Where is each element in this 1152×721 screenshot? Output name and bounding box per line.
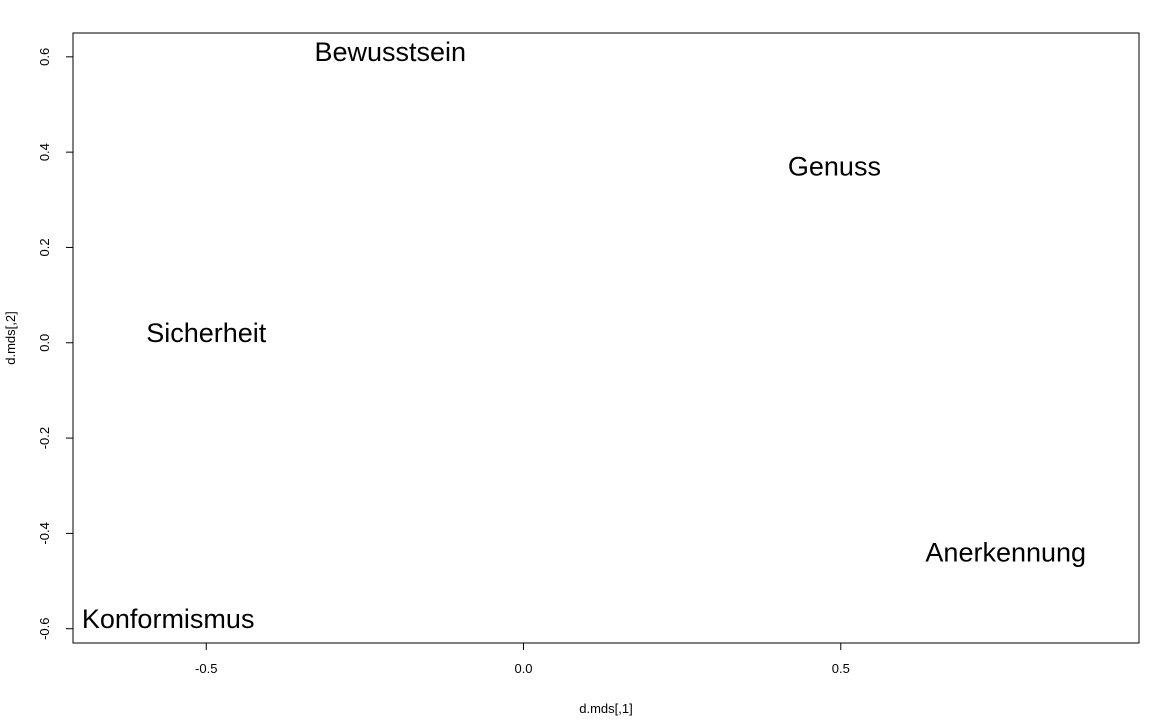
y-axis-title: d.mds[,2]: [3, 311, 18, 364]
y-tick-label: -0.2: [37, 427, 52, 449]
y-tick-label: 0.6: [37, 48, 52, 66]
y-tick-label: -0.6: [37, 618, 52, 640]
point-label: Genuss: [788, 151, 881, 181]
x-tick-label: -0.5: [195, 661, 217, 676]
point-label: Sicherheit: [146, 318, 267, 348]
y-tick-label: -0.4: [37, 522, 52, 544]
x-tick-label: 0.0: [514, 661, 532, 676]
point-label: Bewusstsein: [314, 37, 466, 67]
x-tick-label: 0.5: [832, 661, 850, 676]
point-labels: Bewusstsein Genuss Sicherheit Anerkennung Ko…: [82, 37, 1086, 634]
y-tick-label: 0.0: [37, 334, 52, 352]
x-axis-title: d.mds[,1]: [579, 701, 632, 716]
point-label: Konformismus: [82, 604, 255, 634]
x-axis: -0.5 0.0 0.5: [195, 642, 850, 676]
y-tick-label: 0.2: [37, 238, 52, 256]
y-tick-label: 0.4: [37, 143, 52, 161]
point-label: Anerkennung: [925, 537, 1086, 567]
y-axis: -0.6 -0.4 -0.2 0.0 0.2 0.4 0.6: [37, 48, 74, 640]
